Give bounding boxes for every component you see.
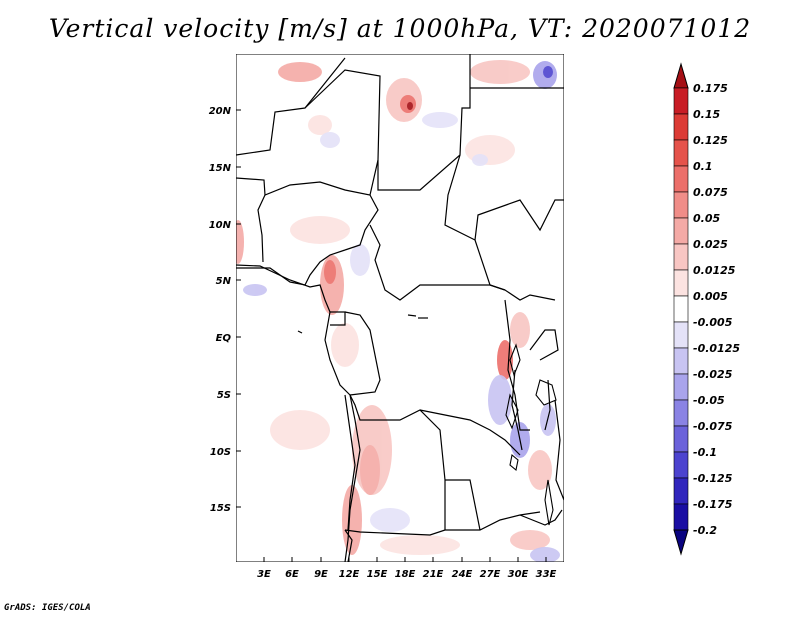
colorbar-label: -0.005	[693, 316, 733, 329]
colorbar-bin	[673, 269, 689, 297]
map-title: Vertical velocity [m/s] at 1000hPa, VT: …	[48, 14, 752, 43]
colorbar-label: 0.1	[693, 160, 713, 173]
lakes	[505, 343, 557, 526]
colorbar-bin	[673, 243, 689, 271]
colorbar-bin	[673, 425, 689, 453]
map-panel	[236, 54, 564, 562]
lat-label: 5S	[217, 390, 231, 401]
colorbar-label: 0.075	[693, 186, 728, 199]
lat-label: 15N	[209, 163, 232, 174]
latitude-labels: 20N 15N 10N 5N EQ 5S 10S 15S	[209, 106, 232, 514]
colorbar-label: -0.125	[693, 472, 733, 485]
colorbar-label: -0.025	[693, 368, 733, 381]
lon-label: 15E	[367, 569, 388, 580]
lat-label: 10S	[210, 447, 231, 458]
colorbar-label: -0.1	[693, 446, 717, 459]
lon-label: 24E	[452, 569, 473, 580]
lon-label: 9E	[314, 569, 328, 580]
lat-label: 15S	[210, 503, 231, 514]
lon-label: 12E	[339, 569, 360, 580]
colorbar-bin	[673, 217, 689, 245]
colorbar-label: -0.2	[693, 524, 717, 537]
lat-label: EQ	[216, 333, 232, 344]
colorbar-bin	[673, 113, 689, 141]
colorbar-label: 0.005	[693, 290, 728, 303]
colorbar-bin	[673, 295, 689, 323]
colorbar-label: 0.0125	[693, 264, 736, 277]
country-borders	[236, 54, 564, 562]
colorbar-min-arrow	[673, 529, 689, 556]
colorbar-label: 0.05	[693, 212, 720, 225]
longitude-labels: 3E 6E 9E 12E 15E 18E 21E 24E 27E 30E 33E	[257, 569, 556, 580]
lat-label: 5N	[216, 276, 232, 287]
colorbar-bin	[673, 477, 689, 505]
lon-label: 18E	[395, 569, 416, 580]
colorbar-bin	[673, 503, 689, 531]
lon-label: 33E	[536, 569, 557, 580]
axis-ticks	[236, 109, 547, 562]
grads-credit: GrADS: IGES/COLA	[4, 603, 91, 613]
colorbar-bin	[673, 347, 689, 375]
lon-label: 3E	[257, 569, 271, 580]
colorbar-bin	[673, 451, 689, 479]
colorbar-label: -0.05	[693, 394, 725, 407]
lat-label: 10N	[209, 220, 232, 231]
colorbar-label: 0.175	[693, 82, 728, 95]
colorbar-label: -0.075	[693, 420, 733, 433]
colorbar-bin	[673, 399, 689, 427]
colorbar-bin	[673, 87, 689, 115]
colorbar-label: 0.125	[693, 134, 728, 147]
colorbar-bin	[673, 139, 689, 167]
positive-velocity-patches	[236, 60, 552, 555]
colorbar: 0.175 0.15 0.125 0.1 0.075 0.05 0.025 0.0125 0.0…	[673, 62, 740, 556]
colorbar-bin	[673, 321, 689, 349]
lon-label: 27E	[480, 569, 501, 580]
colorbar-bin	[673, 191, 689, 219]
lon-label: 6E	[285, 569, 299, 580]
lat-label: 20N	[209, 106, 232, 117]
lon-label: 30E	[508, 569, 529, 580]
colorbar-label: -0.0125	[693, 342, 740, 355]
lon-label: 21E	[423, 569, 444, 580]
colorbar-label: -0.175	[693, 498, 733, 511]
colorbar-label: 0.15	[693, 108, 720, 121]
colorbar-bin	[673, 165, 689, 193]
colorbar-max-arrow	[673, 62, 689, 89]
colorbar-bin	[673, 373, 689, 401]
colorbar-label: 0.025	[693, 238, 728, 251]
